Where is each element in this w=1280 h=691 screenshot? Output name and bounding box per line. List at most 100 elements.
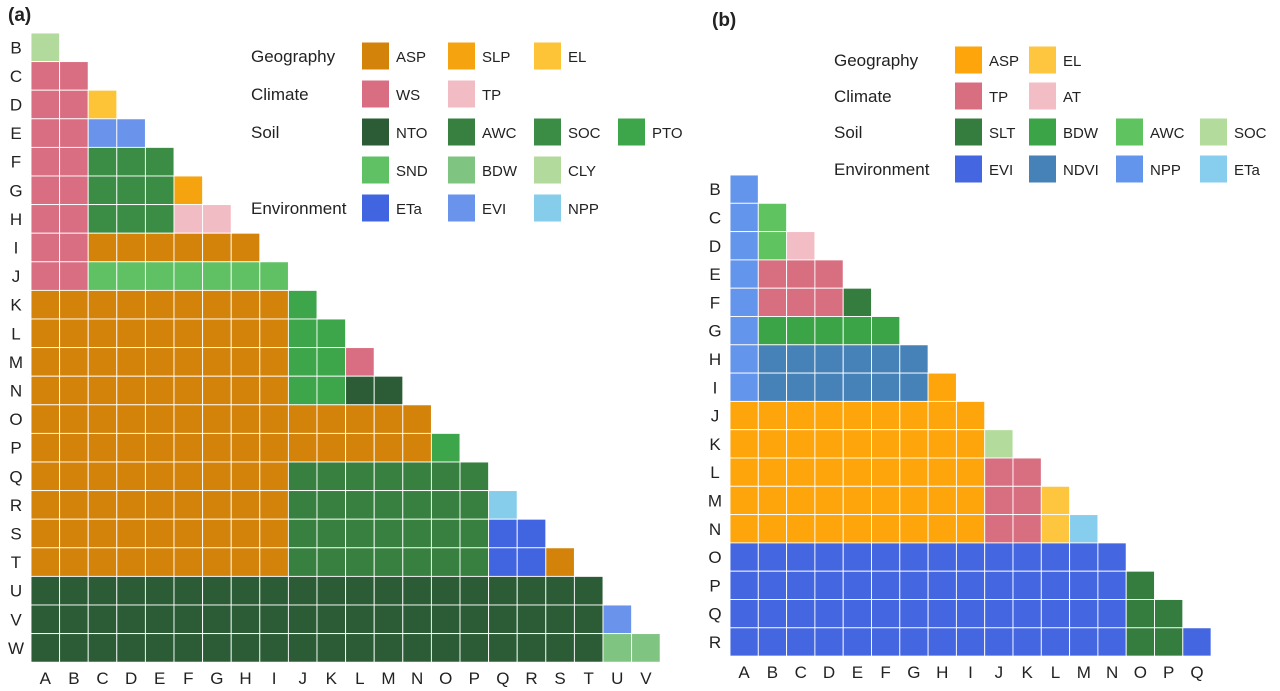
cell-H-E (842, 344, 872, 374)
cell-K-F (871, 429, 901, 459)
cell-L-K (1012, 457, 1042, 487)
col-label: R (525, 669, 537, 688)
legend-item-label: ETa (1234, 162, 1261, 179)
cell-W-B (59, 633, 89, 663)
cell-R-F (173, 490, 204, 520)
cell-K-B (757, 429, 788, 459)
cell-W-P (459, 633, 490, 663)
cell-F-A (30, 146, 61, 177)
cell-P-H (230, 432, 261, 463)
cell-U-A (30, 575, 61, 606)
cell-I-A (30, 232, 61, 263)
cell-T-D (116, 547, 146, 577)
cell-Q-P (459, 461, 490, 492)
cell-N-M (1069, 514, 1099, 544)
cell-W-L (345, 633, 375, 663)
cell-H-G (202, 204, 232, 234)
cell-W-E (144, 633, 175, 663)
legend-swatch (448, 80, 475, 108)
cell-T-P (459, 547, 490, 577)
cell-G-B (757, 316, 788, 346)
cell-N-C (87, 375, 118, 406)
cell-N-M (373, 375, 404, 406)
cell-J-E (842, 400, 872, 431)
cell-W-Q (488, 633, 518, 663)
legend-swatch (534, 118, 561, 146)
cell-O-I (259, 404, 289, 434)
cell-O-D (116, 404, 146, 434)
cell-M-L (345, 347, 375, 377)
legend-item-label: ETa (396, 201, 423, 218)
legend-swatch (1200, 118, 1227, 146)
cell-P-G (899, 570, 929, 600)
cell-P-L (1040, 570, 1071, 600)
cell-J-F (871, 400, 901, 431)
cell-W-V (631, 633, 661, 663)
cell-E-B (757, 259, 788, 289)
col-label: A (738, 663, 750, 682)
cell-V-N (402, 604, 432, 635)
cell-O-N (402, 404, 432, 434)
cell-R-G (899, 627, 929, 657)
cell-V-S (545, 604, 575, 635)
cell-O-I (955, 542, 986, 572)
legend-swatch (955, 155, 982, 183)
cell-J-G (202, 261, 232, 291)
cell-Q-A (729, 599, 759, 629)
legend-item-label: SLT (989, 125, 1015, 142)
cell-M-E (842, 485, 872, 516)
cell-Q-A (30, 461, 61, 492)
cell-M-A (729, 485, 759, 516)
cell-U-K (316, 575, 347, 606)
legend-swatch (448, 156, 475, 184)
cell-L-H (230, 318, 261, 349)
legend-swatch (618, 118, 645, 146)
legend-item-label: AWC (1150, 125, 1185, 142)
cell-O-L (1040, 542, 1071, 572)
cell-W-R (516, 633, 547, 663)
cell-S-M (373, 518, 404, 549)
panel-b-cells (729, 174, 1212, 657)
cell-M-K (1012, 485, 1042, 516)
cell-K-C (786, 429, 816, 459)
cell-U-E (144, 575, 175, 606)
legend-swatch (1116, 155, 1143, 183)
cell-I-F (871, 372, 901, 402)
cell-Q-O (1125, 599, 1155, 629)
col-label: F (183, 669, 193, 688)
cell-W-O (430, 633, 461, 663)
cell-F-B (59, 146, 89, 177)
cell-W-H (230, 633, 261, 663)
cell-I-H (927, 372, 957, 402)
cell-S-C (87, 518, 118, 549)
cell-S-E (144, 518, 175, 549)
row-label: F (11, 153, 21, 172)
cell-U-R (516, 575, 547, 606)
row-label: H (709, 350, 721, 369)
cell-R-B (757, 627, 788, 657)
cell-S-Q (488, 518, 518, 549)
cell-S-N (402, 518, 432, 549)
cell-R-N (402, 490, 432, 520)
legend-item-label: BDW (482, 163, 518, 180)
cell-J-H (927, 400, 957, 431)
cell-J-B (59, 261, 89, 291)
cell-R-Q (488, 490, 518, 520)
cell-R-H (927, 627, 957, 657)
row-label: T (11, 553, 21, 572)
cell-C-B (757, 202, 788, 233)
cell-J-G (899, 400, 929, 431)
cell-C-A (30, 61, 61, 91)
cell-O-J (287, 404, 318, 434)
cell-K-C (87, 289, 118, 320)
cell-F-E (842, 287, 872, 317)
legend-item-label: WS (396, 87, 420, 104)
cell-W-J (287, 633, 318, 663)
cell-W-N (402, 633, 432, 663)
legend-swatch (448, 42, 475, 70)
cell-N-E (842, 514, 872, 544)
cell-T-N (402, 547, 432, 577)
cell-L-G (202, 318, 232, 349)
col-label: E (852, 663, 863, 682)
